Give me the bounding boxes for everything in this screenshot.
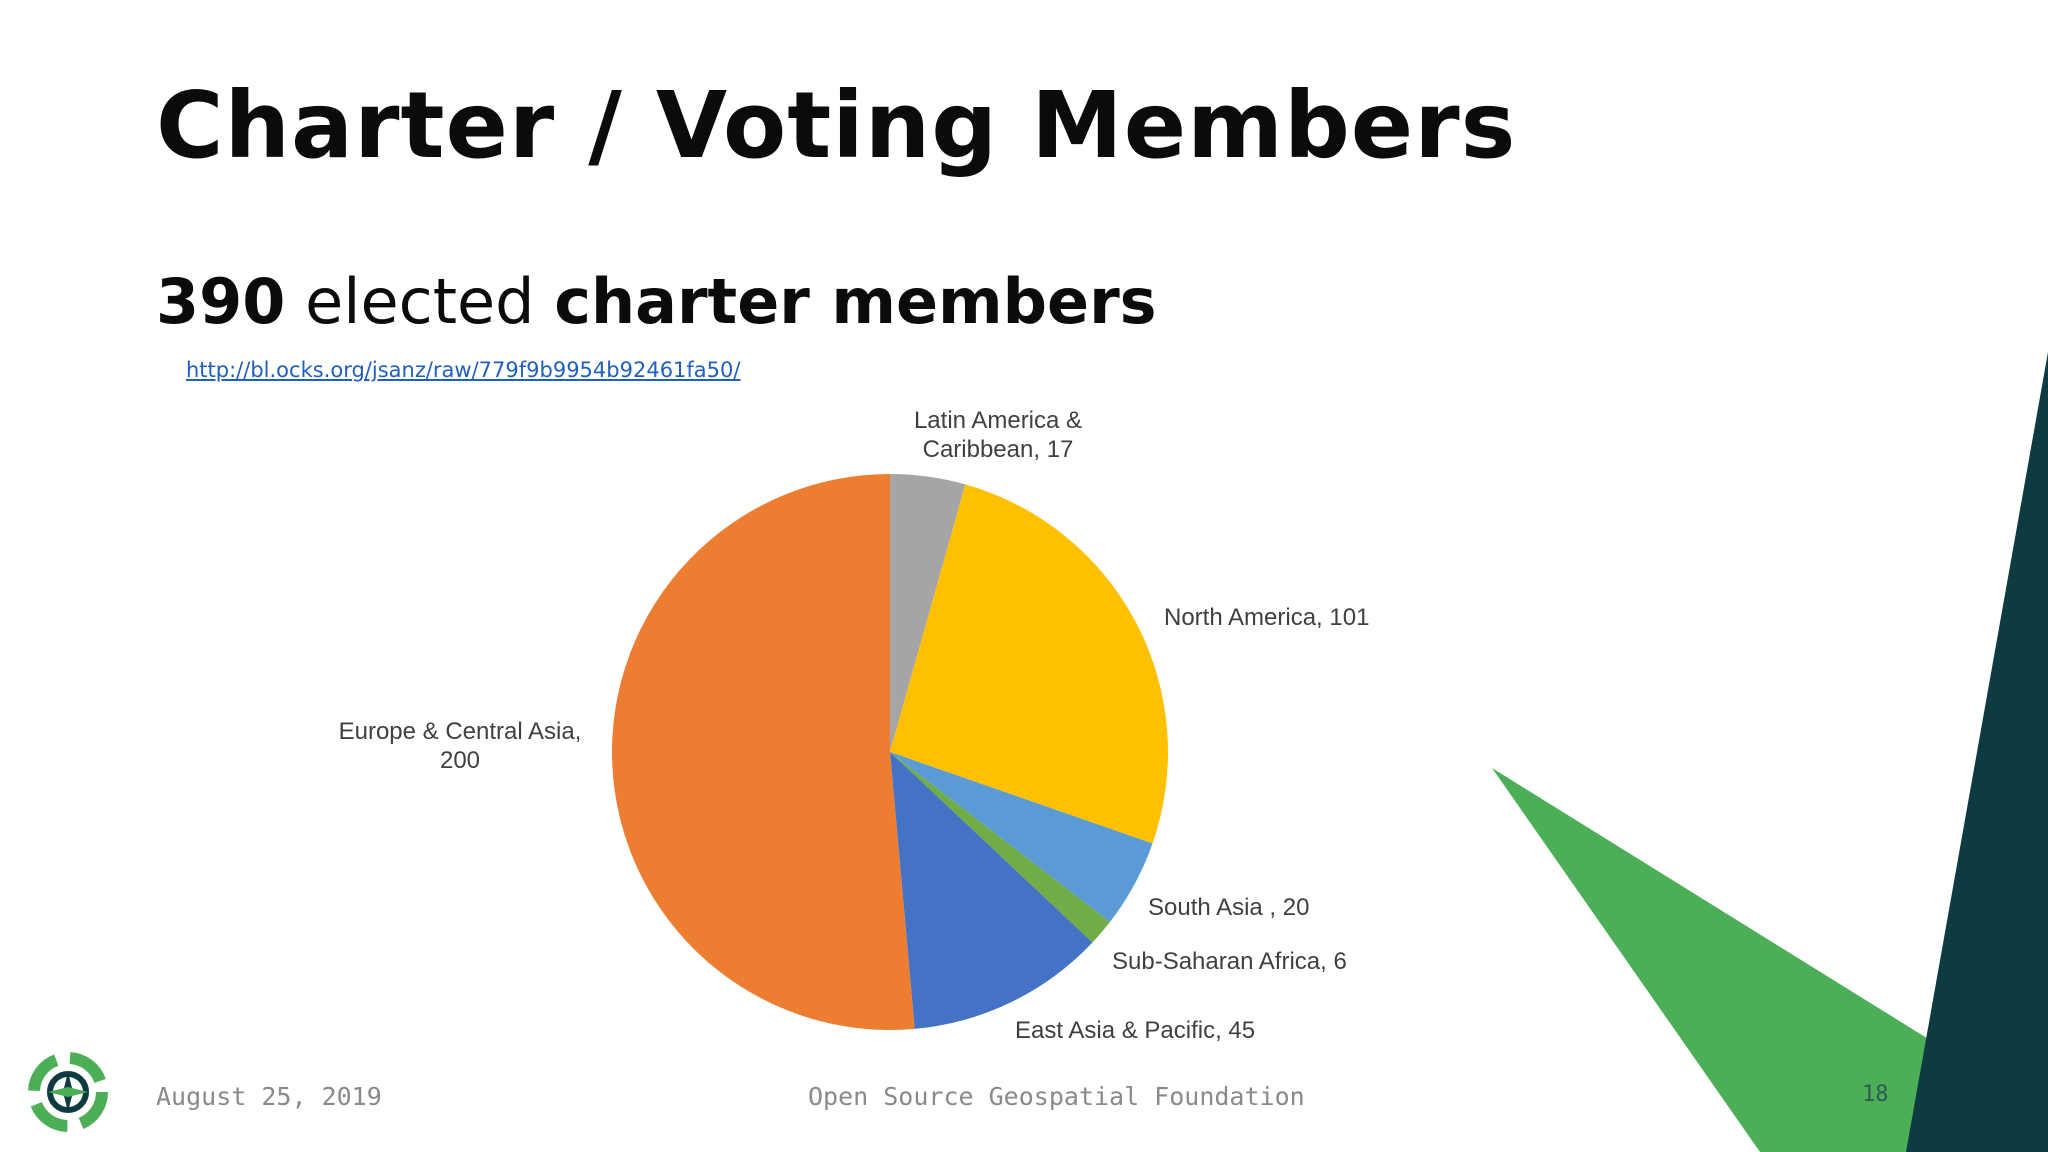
slice-data-label: Sub-Saharan Africa, 6 — [1112, 948, 1347, 975]
page-title: Charter / Voting Members — [156, 72, 1517, 179]
pie-slice — [890, 752, 1153, 923]
subtitle: 390 elected charter members — [156, 265, 1157, 338]
pie-slice — [890, 484, 1168, 844]
dark-teal-band-shape — [1906, 352, 2048, 1152]
subtitle-end-text: charter members — [554, 265, 1157, 338]
pie-slice — [611, 474, 915, 1030]
footer-date: August 25, 2019 — [156, 1082, 382, 1111]
slice-data-label: Latin America & Caribbean, 17 — [914, 407, 1082, 463]
green-triangle-shape — [1492, 768, 1930, 1152]
slice-data-label: East Asia & Pacific, 45 — [1015, 1017, 1255, 1044]
pie-slice — [890, 752, 1110, 943]
member-count: 390 — [156, 265, 286, 338]
slice-data-label: Europe & Central Asia, 200 — [339, 718, 582, 774]
slice-data-label: North America, 101 — [1164, 604, 1369, 631]
osgeo-logo-icon — [28, 1052, 108, 1132]
subtitle-mid-text: elected — [285, 265, 555, 338]
slice-data-label: South Asia , 20 — [1148, 894, 1309, 921]
footer-organization: Open Source Geospatial Foundation — [808, 1082, 1305, 1111]
pie-slice — [890, 752, 1093, 1029]
page-number: 18 — [1862, 1082, 1889, 1107]
pie-slice — [890, 474, 966, 752]
source-link[interactable]: http://bl.ocks.org/jsanz/raw/779f9b9954b… — [186, 358, 741, 382]
